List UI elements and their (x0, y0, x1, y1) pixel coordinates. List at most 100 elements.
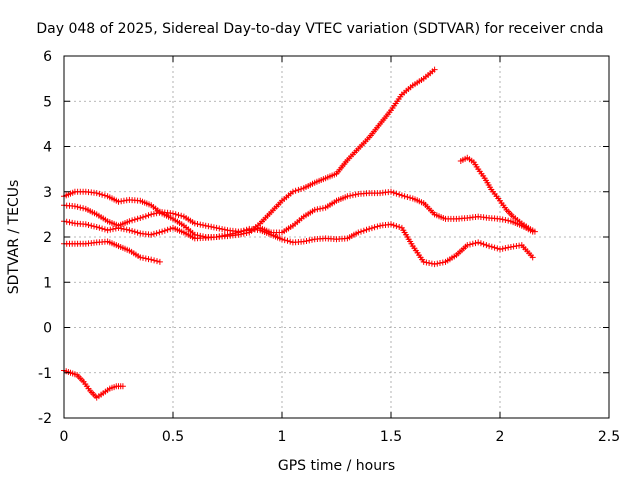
data-point (284, 237, 291, 244)
data-point (396, 224, 403, 230)
data-point (175, 212, 182, 219)
data-point (287, 238, 294, 245)
data-point (497, 215, 503, 222)
data-point (119, 383, 126, 390)
data-point (295, 186, 302, 193)
data-point (426, 260, 433, 266)
data-point (96, 224, 103, 231)
data-point (85, 222, 92, 228)
data-point (148, 211, 155, 218)
y-tick-label: 0 (43, 321, 52, 337)
series-sat-B (61, 188, 536, 236)
data-point (475, 239, 482, 246)
data-point (66, 219, 73, 226)
data-point (238, 228, 245, 235)
data-point (178, 212, 185, 219)
data-point (151, 257, 158, 264)
data-point (170, 210, 176, 217)
data-point (140, 214, 146, 221)
data-point (142, 213, 149, 220)
data-point (502, 217, 509, 223)
data-point (227, 231, 234, 238)
data-point (469, 240, 476, 247)
data-point (153, 230, 160, 237)
y-tick-label: -2 (38, 411, 52, 427)
data-point (240, 227, 247, 234)
data-point (358, 228, 364, 235)
x-tick-label: 0 (60, 429, 69, 445)
data-point (88, 222, 95, 229)
y-tick-label: 1 (43, 275, 52, 291)
x-tick-label: 0.5 (162, 429, 184, 445)
chart-title: Day 048 of 2025, Sidereal Day-to-day VTE… (36, 21, 603, 37)
data-point (115, 224, 122, 231)
data-point (96, 190, 103, 197)
data-point (118, 225, 125, 232)
data-point (93, 190, 100, 197)
data-point (344, 193, 351, 200)
y-tick-label: 5 (43, 94, 52, 110)
data-point (159, 228, 166, 235)
data-point (156, 258, 163, 265)
x-tick-label: 2.5 (598, 429, 620, 445)
data-point (131, 228, 138, 235)
y-axis-label: SDTVAR / TECUs (6, 180, 22, 295)
y-tick-label: 2 (43, 230, 52, 246)
data-point (420, 258, 427, 265)
data-point (161, 227, 168, 234)
data-point (221, 226, 228, 233)
data-point (529, 254, 536, 261)
data-point (126, 227, 133, 234)
y-tick-label: 4 (43, 140, 52, 156)
data-point (213, 224, 220, 231)
data-point (483, 242, 490, 249)
data-point (80, 205, 87, 212)
data-point (314, 206, 321, 213)
data-point (472, 240, 479, 247)
data-point (142, 255, 149, 262)
data-point (499, 245, 506, 252)
data-point (77, 204, 84, 211)
data-point (131, 216, 138, 223)
series-sat-F (61, 367, 126, 401)
data-point (434, 260, 441, 267)
y-tick-label: 3 (43, 185, 52, 201)
data-point (200, 222, 206, 229)
data-point (123, 226, 130, 233)
data-layer (61, 66, 538, 401)
data-point (531, 228, 538, 235)
x-axis-label: GPS time / hours (278, 458, 395, 474)
data-point (491, 244, 498, 251)
data-point (393, 190, 400, 197)
data-point (221, 232, 228, 239)
data-point (213, 234, 220, 240)
data-point (502, 245, 509, 252)
data-point (148, 231, 155, 238)
data-point (480, 241, 487, 248)
data-point (388, 188, 394, 195)
series-line (460, 157, 536, 233)
data-point (390, 189, 397, 196)
data-point (431, 66, 438, 73)
data-point (194, 221, 201, 227)
data-point (101, 192, 108, 199)
data-point (390, 222, 397, 229)
data-point (154, 258, 160, 265)
data-point (219, 232, 226, 239)
data-point (63, 218, 70, 225)
data-point (99, 225, 106, 232)
data-point (129, 228, 136, 234)
data-point (172, 211, 179, 218)
data-point (134, 215, 141, 222)
data-point (360, 227, 367, 234)
y-tick-label: -1 (38, 366, 52, 382)
data-point (243, 226, 250, 233)
data-point (134, 229, 141, 236)
data-point (104, 227, 111, 234)
data-point (289, 188, 296, 195)
data-point (467, 241, 473, 248)
data-point (137, 215, 144, 221)
data-point (164, 226, 171, 233)
data-point (352, 191, 359, 198)
